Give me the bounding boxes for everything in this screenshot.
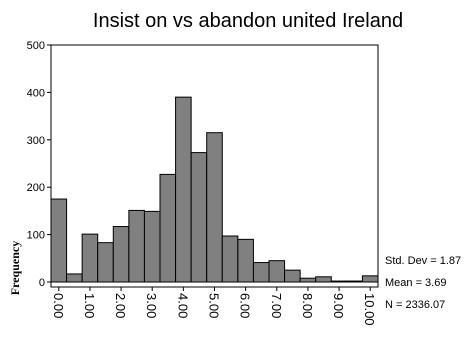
chart-title: Insist on vs abandon united Ireland xyxy=(93,10,403,32)
histogram-bar xyxy=(284,269,301,283)
x-tick-label: 10.00 xyxy=(362,293,377,326)
y-tick-label: 100 xyxy=(27,230,45,242)
histogram-bar xyxy=(128,209,145,283)
histogram-bar xyxy=(112,226,130,283)
histogram-bar xyxy=(206,132,223,283)
x-tick-label: 9.00 xyxy=(331,293,346,318)
n-label: N = 2336.07 xyxy=(385,299,445,311)
x-tick-label: 2.00 xyxy=(113,293,128,318)
histogram-bar xyxy=(346,280,363,283)
histogram-bar xyxy=(315,276,332,283)
histogram-bar xyxy=(268,260,286,283)
y-tick-label: 200 xyxy=(27,182,45,194)
y-tick-label: 0 xyxy=(39,277,45,289)
y-tick-label: 300 xyxy=(27,135,45,147)
histogram-bar xyxy=(175,96,192,283)
y-axis: 0 100 200 300 400 500 xyxy=(27,40,51,289)
x-tick-label: 8.00 xyxy=(300,293,315,318)
histogram-bar xyxy=(66,273,83,283)
histogram-bar xyxy=(97,242,114,283)
histogram-bar xyxy=(221,235,239,283)
histogram-bar xyxy=(330,280,348,283)
histogram-bar xyxy=(81,233,99,283)
histogram-bar xyxy=(252,262,270,283)
x-tick-label: 5.00 xyxy=(207,293,222,318)
mean-label: Mean = 3.69 xyxy=(385,277,446,289)
y-tick-label: 500 xyxy=(27,40,45,52)
histogram-bar xyxy=(299,277,317,283)
x-tick-label: 3.00 xyxy=(144,293,159,318)
x-tick-label: 1.00 xyxy=(82,293,97,318)
x-axis: 0.00 1.00 2.00 3.00 4.00 5.00 6.00 7.00 8.00 9.00… xyxy=(51,287,377,326)
y-tick-label: 400 xyxy=(27,87,45,99)
histogram-bar xyxy=(159,173,177,283)
x-tick-label: 7.00 xyxy=(269,293,284,318)
histogram-bar xyxy=(190,152,208,283)
histogram-bar xyxy=(143,210,161,283)
x-tick-label: 6.00 xyxy=(238,293,253,318)
bars xyxy=(50,96,379,283)
histogram-bar xyxy=(237,238,254,283)
x-tick-label: 4.00 xyxy=(175,293,190,318)
histogram-bar xyxy=(361,275,379,283)
std-dev-label: Std. Dev = 1.87 xyxy=(385,255,461,267)
histogram-bar xyxy=(50,198,68,283)
x-tick-label: 0.00 xyxy=(51,293,66,318)
y-axis-label: Frequency xyxy=(8,241,22,295)
